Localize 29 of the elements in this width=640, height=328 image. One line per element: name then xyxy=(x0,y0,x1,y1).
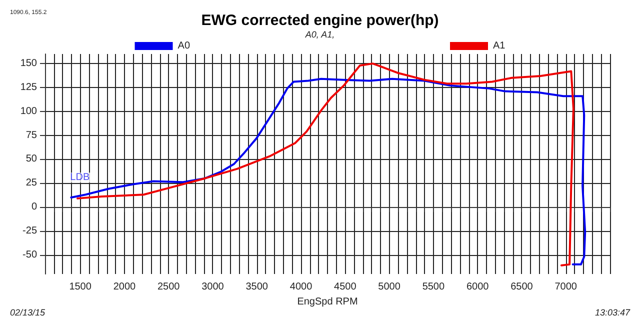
x-tick-label: 7000 xyxy=(554,282,578,292)
x-tick-label: 6500 xyxy=(510,282,534,292)
y-tick-label: -50 xyxy=(22,249,38,260)
text: 02/13/15 xyxy=(10,308,46,318)
legend-label: A1 xyxy=(493,40,506,52)
x-tick-label: 4500 xyxy=(334,282,357,292)
x-tick-label: 2500 xyxy=(157,282,180,292)
y-tick-label: 125 xyxy=(20,82,38,93)
y-tick-label: 100 xyxy=(20,106,38,117)
text: 13:03:47 xyxy=(594,308,631,318)
annotation: LDB xyxy=(70,172,90,184)
y-tick-label: 0 xyxy=(31,202,38,213)
chart-title: EWG corrected engine power(hp) xyxy=(201,12,439,29)
legend-label: A0 xyxy=(178,40,190,52)
y-tick-label: 25 xyxy=(26,178,38,189)
x-axis-title: EngSpd RPM xyxy=(297,296,358,308)
x-tick-label: 3000 xyxy=(202,282,224,292)
x-tick-label: 5500 xyxy=(422,282,445,292)
y-tick-label: 50 xyxy=(26,154,38,165)
chart-subtitle: A0, A1, xyxy=(304,30,335,40)
y-tick-label: 150 xyxy=(20,58,38,70)
x-tick-label: 1500 xyxy=(69,282,92,292)
x-tick-label: 5000 xyxy=(378,282,401,292)
x-tick-label: 4000 xyxy=(290,282,313,292)
y-tick-label: 75 xyxy=(26,130,38,141)
x-tick-label: 6000 xyxy=(466,282,490,292)
x-tick-label: 3500 xyxy=(246,282,268,292)
y-tick-label: -25 xyxy=(22,225,38,236)
x-tick-label: 2000 xyxy=(113,282,136,292)
